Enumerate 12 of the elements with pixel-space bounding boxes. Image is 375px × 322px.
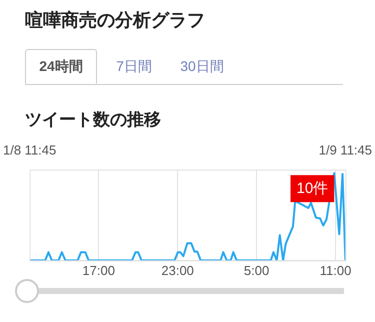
x-tick-label: 23:00 bbox=[161, 262, 194, 278]
x-tick-label: 17:00 bbox=[82, 262, 115, 278]
text: 7日間 bbox=[102, 49, 166, 84]
x-tick-label: 11:00 bbox=[320, 262, 352, 278]
text: 24時間 bbox=[25, 49, 97, 84]
text: 30日間 bbox=[170, 49, 234, 84]
x2-tick-label: 1/8 11:45 bbox=[2, 142, 56, 158]
x2-tick-label: 1/9 11:45 bbox=[318, 142, 372, 158]
chart-title: 喧嘩商売の分析グラフ bbox=[25, 9, 205, 32]
x-tick-label: 5:00 bbox=[244, 262, 270, 278]
chart-subtitle: ツイート数の推移 bbox=[25, 109, 161, 131]
annotation: 10件 bbox=[296, 180, 328, 198]
